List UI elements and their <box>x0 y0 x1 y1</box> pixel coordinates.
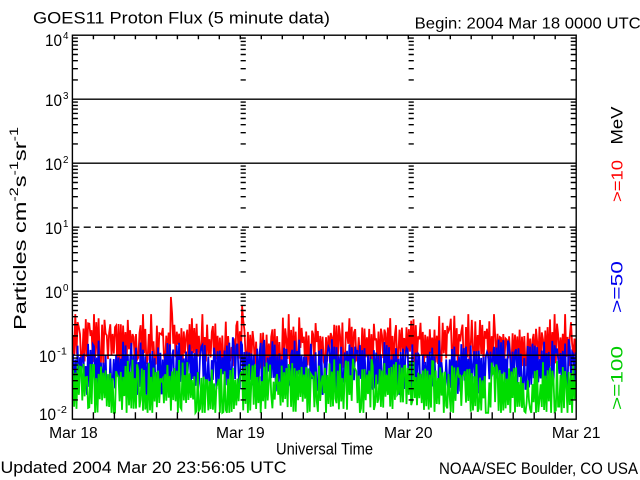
svg-text:>=10: >=10 <box>610 160 627 202</box>
svg-text:>=50: >=50 <box>608 261 627 313</box>
svg-text:10: 10 <box>39 347 56 366</box>
svg-text:Particles cm-2s-1sr-1: Particles cm-2s-1sr-1 <box>7 127 30 330</box>
svg-text:10: 10 <box>45 219 62 238</box>
svg-text:Mar 21: Mar 21 <box>552 425 601 442</box>
svg-text:10: 10 <box>45 91 62 110</box>
svg-text:GOES11 Proton Flux (5 minute d: GOES11 Proton Flux (5 minute data) <box>33 10 330 28</box>
svg-text:0: 0 <box>63 283 69 294</box>
svg-text:1: 1 <box>63 219 68 230</box>
svg-text:MeV: MeV <box>608 106 627 145</box>
svg-text:10: 10 <box>39 405 56 424</box>
svg-text:-1: -1 <box>57 347 67 358</box>
svg-text:10: 10 <box>45 31 62 50</box>
svg-text:Begin: 2004 Mar 18 0000 UTC: Begin: 2004 Mar 18 0000 UTC <box>415 16 640 33</box>
svg-text:10: 10 <box>45 155 62 174</box>
svg-text:3: 3 <box>63 91 69 102</box>
svg-text:Mar 18: Mar 18 <box>49 425 98 442</box>
svg-text:Universal Time: Universal Time <box>276 439 373 458</box>
svg-text:>=100: >=100 <box>608 346 627 410</box>
svg-text:-2: -2 <box>57 405 67 416</box>
svg-text:Updated 2004 Mar 20 23:56:05 U: Updated 2004 Mar 20 23:56:05 UTC <box>1 458 287 477</box>
svg-text:NOAA/SEC Boulder, CO USA: NOAA/SEC Boulder, CO USA <box>439 460 638 478</box>
svg-text:2: 2 <box>63 155 68 166</box>
svg-text:Mar 20: Mar 20 <box>384 425 433 442</box>
svg-text:10: 10 <box>45 283 62 302</box>
svg-text:4: 4 <box>63 31 69 42</box>
svg-text:Mar 19: Mar 19 <box>216 425 265 442</box>
